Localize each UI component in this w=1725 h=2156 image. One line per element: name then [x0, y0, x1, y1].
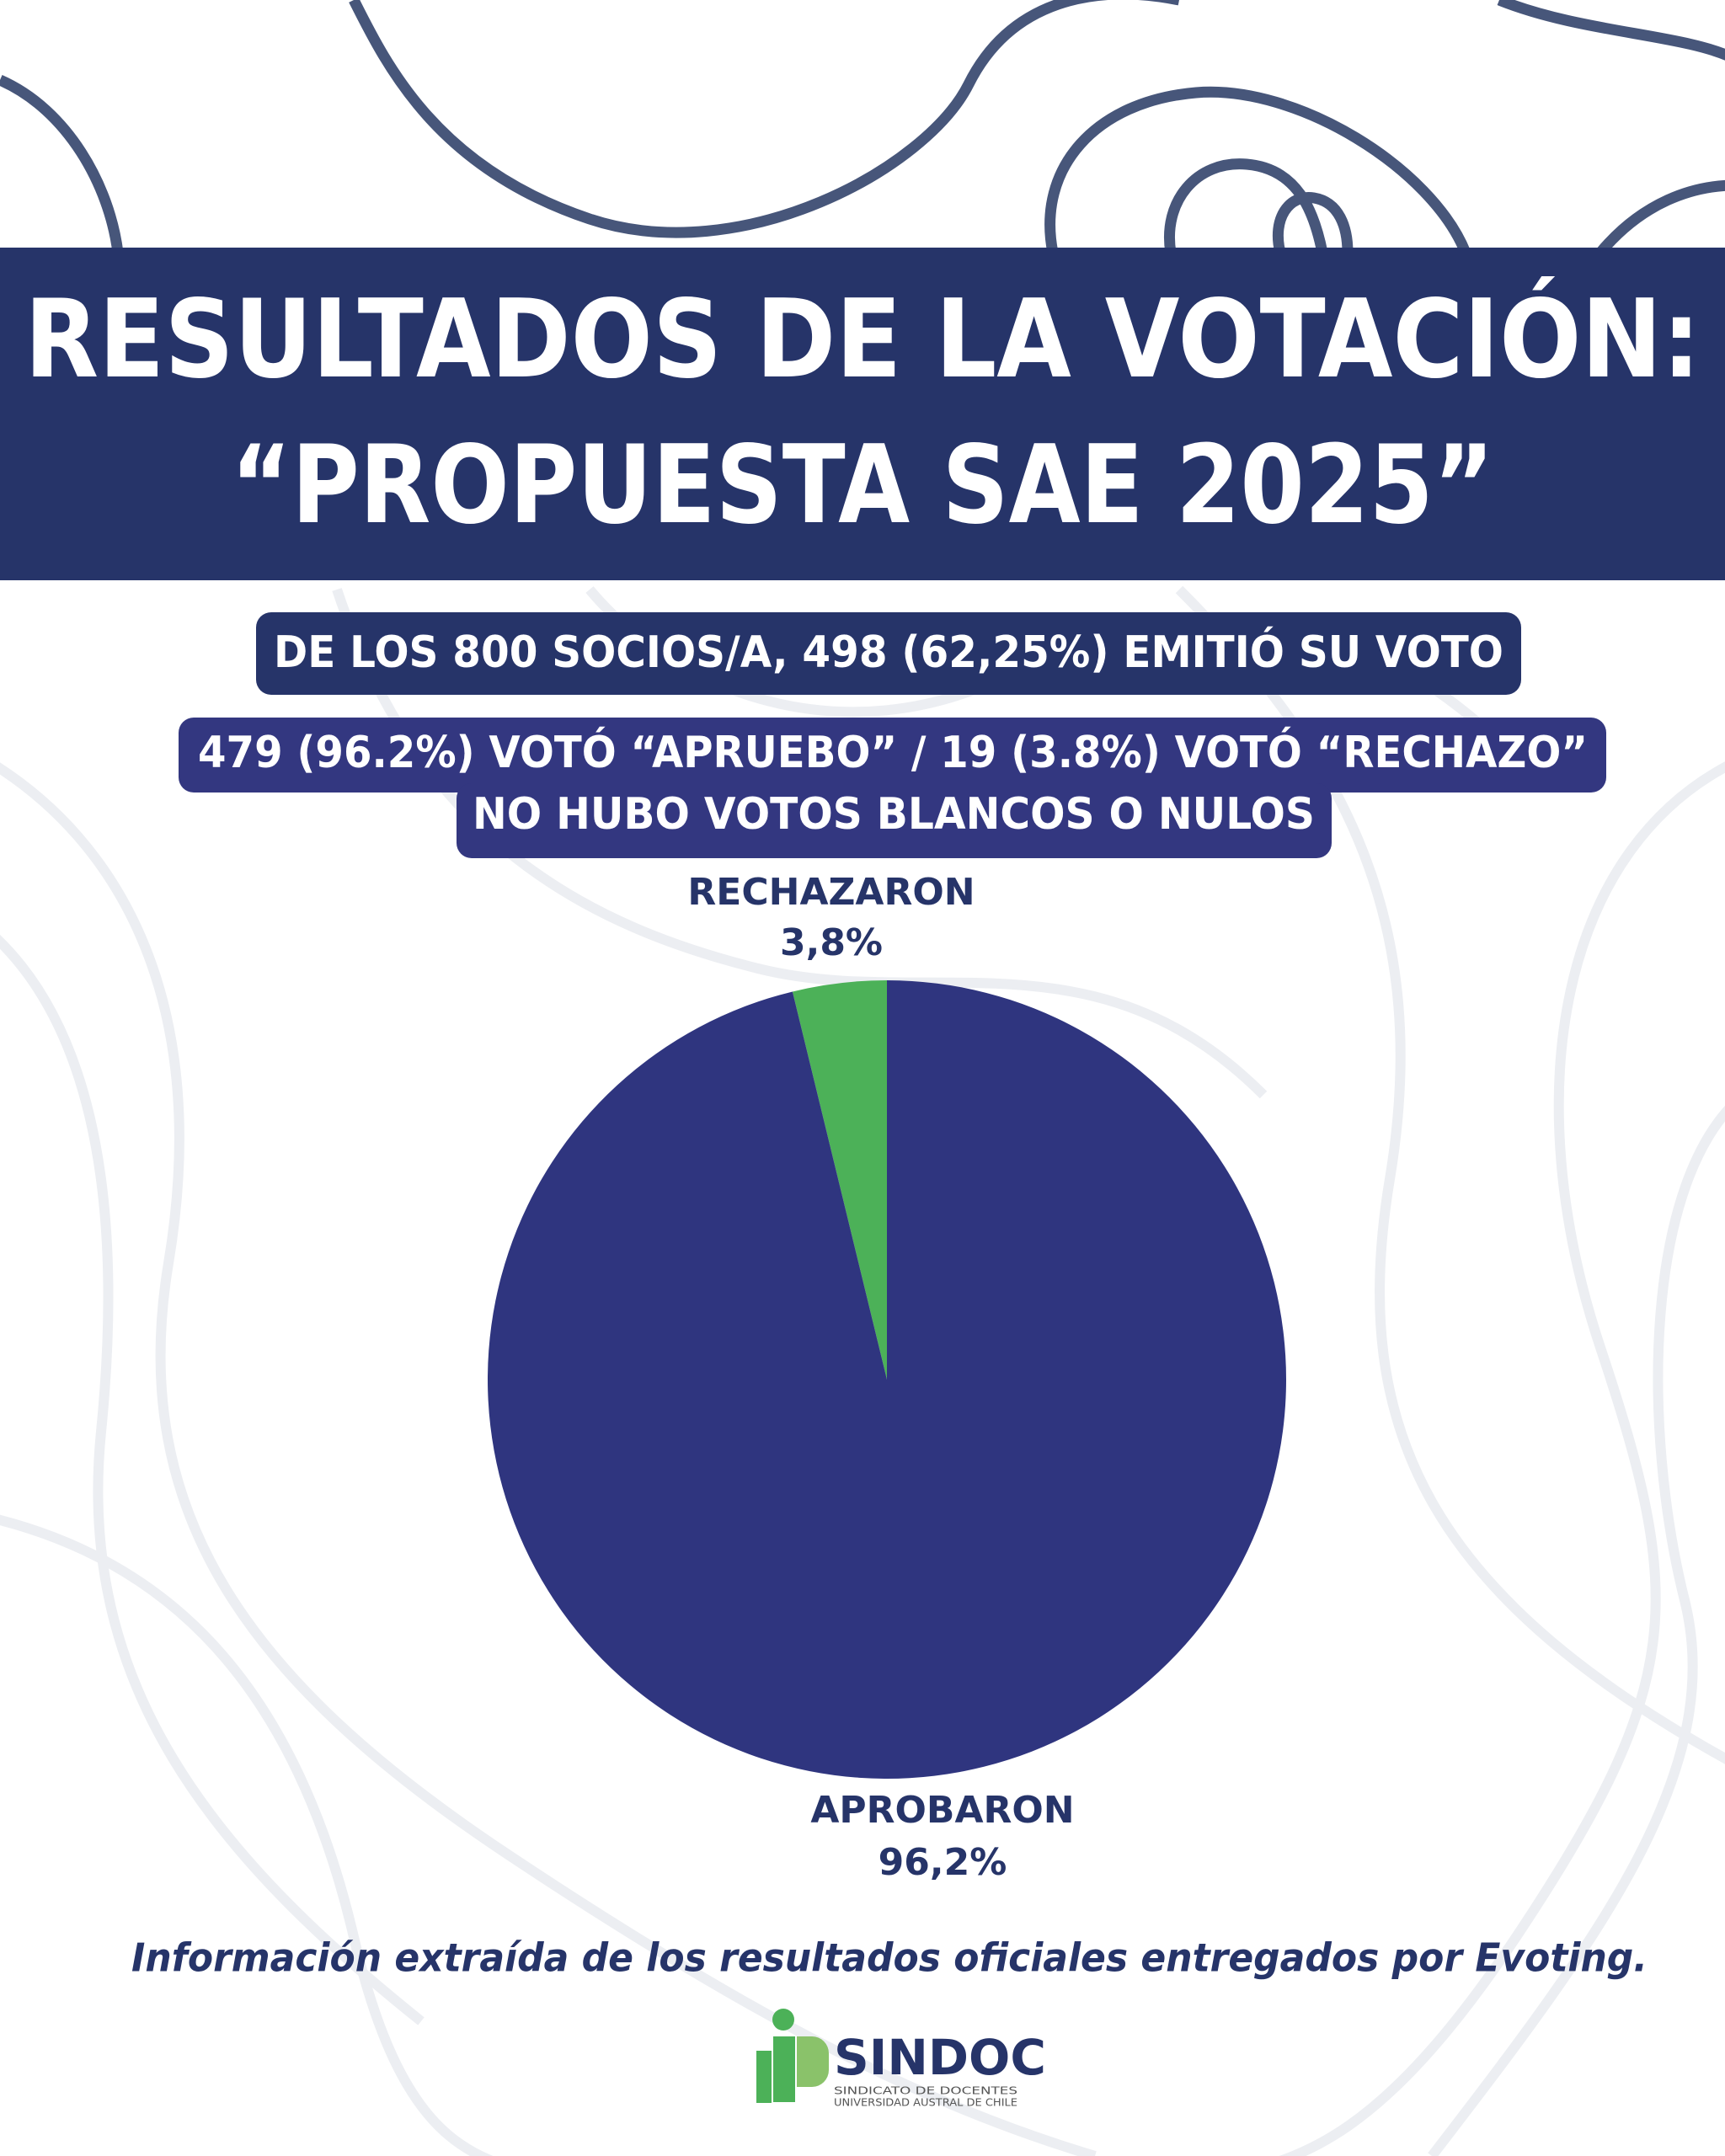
- logo-subtitle: SINDICATO DE DOCENTES: [834, 2085, 1017, 2097]
- source-note: Información extraída de los resultados o…: [131, 1935, 1648, 1981]
- info-text: NO HUBO VOTOS BLANCOS O NULOS: [473, 789, 1315, 840]
- pie-chart: [488, 980, 1287, 1779]
- header-band: [0, 248, 1725, 580]
- info-box: [256, 612, 1521, 695]
- info-text: DE LOS 800 SOCIOS/A, 498 (62,25%) EMITIÓ…: [274, 626, 1503, 678]
- slice-label: RECHAZARON: [687, 871, 975, 914]
- pie-slice: [488, 980, 1287, 1779]
- logo-subtitle: UNIVERSIDAD AUSTRAL DE CHILE: [834, 2097, 1017, 2109]
- info-box: [457, 783, 1332, 858]
- info-box: [179, 718, 1606, 792]
- title-line: “PROPUESTA SAE 2025”: [231, 423, 1494, 548]
- slice-label: APROBARON: [810, 1789, 1074, 1832]
- logo-name: SINDOC: [834, 2029, 1046, 2086]
- slice-value-label: 3,8%: [780, 921, 883, 964]
- title-line: RESULTADOS DE LA VOTACIÓN:: [24, 276, 1701, 403]
- logo-icon: [756, 2009, 829, 2103]
- pie-slice: [792, 980, 887, 1380]
- slice-value-label: 96,2%: [879, 1841, 1007, 1884]
- info-text: 479 (96.2%) VOTÓ “APRUEBO” / 19 (3.8%) V…: [198, 726, 1588, 778]
